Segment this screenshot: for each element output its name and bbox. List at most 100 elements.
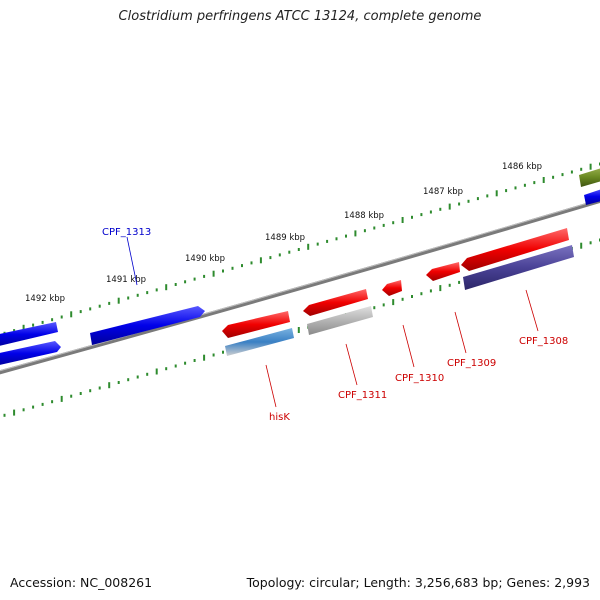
minor-tick (486, 194, 489, 198)
minor-tick (193, 277, 196, 281)
minor-tick (589, 241, 592, 245)
major-tick (589, 163, 592, 170)
minor-tick (222, 350, 224, 354)
gene-label[interactable]: CPF_1311 (338, 390, 387, 401)
minor-tick (203, 274, 206, 278)
minor-tick (345, 234, 347, 238)
minor-tick (79, 392, 82, 395)
gene-arrow[interactable] (0, 341, 61, 366)
minor-tick (448, 283, 451, 287)
minor-tick (79, 310, 82, 314)
minor-tick (184, 280, 187, 284)
minor-tick (420, 292, 423, 296)
gene-arrow-cpf-1310[interactable] (382, 280, 402, 296)
label-leader-lines (126, 236, 539, 408)
genome-backbone (0, 198, 600, 375)
minor-tick (98, 304, 101, 308)
minor-tick (514, 186, 517, 190)
gene-label[interactable]: CPF_1310 (395, 373, 444, 384)
minor-tick (373, 306, 376, 310)
minor-tick (278, 253, 281, 257)
gene-arrow-cpf-1311[interactable] (303, 289, 368, 316)
minor-tick (136, 375, 139, 379)
major-tick (117, 297, 120, 304)
minor-tick (13, 329, 16, 333)
tick-label: 1488 kbp (344, 211, 384, 221)
minor-tick (439, 207, 442, 211)
minor-tick (269, 256, 272, 260)
minor-tick (127, 296, 130, 300)
gene-arrow-cpf-1313[interactable] (90, 306, 205, 345)
gene-arrow-cpf-1309[interactable] (426, 262, 460, 281)
tick-label: 1490 kbp (185, 254, 225, 264)
minor-tick (70, 394, 73, 398)
major-tick (259, 257, 262, 264)
minor-tick (89, 389, 92, 393)
reverse-strand-genes (222, 228, 574, 356)
minor-tick (174, 283, 177, 286)
minor-tick (32, 323, 35, 327)
major-tick (155, 368, 158, 375)
gene-label[interactable]: CPF_1308 (519, 336, 568, 347)
minor-tick (127, 378, 130, 382)
major-tick (203, 354, 206, 361)
minor-tick (51, 400, 54, 404)
minor-tick (146, 372, 149, 376)
tick-label: 1487 kbp (423, 187, 463, 197)
minor-tick (467, 199, 470, 203)
minor-tick (60, 315, 63, 319)
minor-tick (505, 189, 508, 193)
gene-arrow[interactable] (225, 328, 294, 356)
minor-tick (570, 170, 573, 174)
minor-tick (373, 226, 376, 230)
gene-label[interactable]: CPF_1313 (102, 227, 151, 238)
major-tick (60, 395, 63, 402)
major-tick (542, 177, 545, 183)
major-tick (495, 190, 498, 197)
minor-tick (108, 301, 111, 305)
minor-tick (382, 303, 385, 307)
minor-tick (250, 261, 253, 265)
minor-tick (32, 405, 35, 409)
gene-arrow-cpf-1308[interactable] (461, 228, 569, 271)
genome-stats-text: Topology: circular; Length: 3,256,683 bp… (246, 575, 590, 590)
minor-tick (335, 237, 338, 241)
minor-tick (3, 413, 6, 417)
minor-tick (212, 353, 215, 357)
minor-tick (41, 320, 44, 324)
gene-arrow[interactable] (463, 245, 574, 290)
major-tick (22, 324, 25, 331)
tick-label: 1492 kbp (25, 294, 65, 304)
accession-text: Accession: NC_008261 (10, 575, 153, 590)
minor-tick (523, 183, 526, 187)
minor-tick (363, 229, 366, 233)
gene-arrow[interactable] (584, 188, 600, 205)
major-tick (307, 243, 310, 250)
major-tick (448, 203, 451, 210)
gene-arrow-hisk[interactable] (222, 311, 290, 338)
minor-tick (117, 381, 120, 384)
minor-tick (184, 361, 187, 365)
minor-tick (429, 210, 432, 214)
gene-label[interactable]: CPF_1309 (447, 358, 496, 369)
gene-arrow[interactable] (307, 306, 373, 335)
major-tick (70, 311, 73, 318)
gene-arrow[interactable] (0, 322, 58, 347)
minor-tick (458, 280, 461, 284)
major-tick (580, 242, 583, 249)
minor-tick (136, 293, 139, 297)
major-tick (392, 299, 395, 306)
gene-arrow[interactable] (579, 167, 600, 187)
minor-tick (411, 295, 413, 298)
gene-label[interactable]: hisK (269, 412, 290, 423)
minor-tick (241, 264, 243, 268)
minor-tick (222, 269, 224, 273)
minor-tick (174, 364, 177, 368)
page-title: Clostridium perfringens ATCC 13124, comp… (118, 9, 482, 24)
tick-label: 1489 kbp (265, 233, 305, 243)
forward-strand-genes (0, 167, 600, 366)
major-tick (108, 382, 111, 389)
minor-tick (580, 167, 583, 171)
minor-tick (22, 408, 25, 412)
